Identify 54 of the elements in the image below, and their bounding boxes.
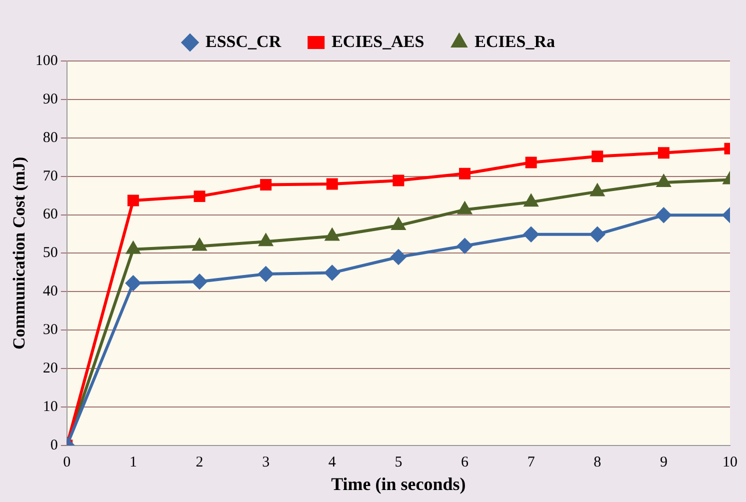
point bbox=[524, 226, 539, 242]
y-tick-label: 40 bbox=[42, 284, 58, 300]
point bbox=[326, 178, 338, 190]
x-tick-label: 6 bbox=[461, 454, 470, 470]
point bbox=[194, 190, 206, 202]
point bbox=[127, 194, 139, 206]
x-tick-label: 4 bbox=[328, 454, 336, 470]
point bbox=[259, 234, 273, 246]
x-tick-label: 0 bbox=[63, 454, 71, 470]
point bbox=[590, 226, 605, 242]
y-tick-label: 100 bbox=[35, 52, 58, 69]
x-tick-label: 2 bbox=[196, 454, 204, 470]
y-tick-label: 70 bbox=[42, 168, 58, 184]
point bbox=[525, 156, 537, 168]
y-tick-label: 20 bbox=[42, 360, 58, 376]
x-tick-label: 3 bbox=[262, 454, 270, 470]
y-tick-label: 60 bbox=[42, 206, 58, 223]
point bbox=[390, 250, 406, 265]
legend-label: ECIES_AES bbox=[332, 32, 424, 51]
x-tick-label: 7 bbox=[527, 454, 536, 470]
legend-label: ECIES_Ra bbox=[474, 32, 556, 51]
point bbox=[126, 242, 140, 254]
point bbox=[590, 184, 604, 196]
point bbox=[392, 218, 406, 230]
point bbox=[126, 276, 141, 291]
y-tick-label: 30 bbox=[42, 322, 58, 338]
point bbox=[524, 194, 538, 207]
point bbox=[457, 238, 472, 254]
point bbox=[592, 150, 604, 162]
x-tick-label: 5 bbox=[394, 454, 402, 470]
point bbox=[260, 179, 272, 191]
legend-label: ESSC_CR bbox=[206, 32, 282, 51]
point bbox=[658, 147, 670, 159]
point bbox=[258, 266, 274, 282]
point bbox=[656, 174, 670, 187]
x-tick-label: 10 bbox=[722, 454, 738, 470]
point bbox=[325, 228, 339, 241]
y-tick-label: 10 bbox=[42, 398, 58, 415]
point bbox=[458, 202, 472, 214]
point bbox=[324, 265, 340, 280]
y-tick-label: 0 bbox=[50, 437, 58, 454]
point bbox=[392, 174, 404, 186]
x-tick-label: 1 bbox=[129, 454, 137, 470]
x-tick-label: 9 bbox=[660, 454, 668, 470]
y-tick-label: 90 bbox=[42, 91, 58, 108]
point bbox=[459, 168, 471, 180]
x-axis-title: Time (in seconds) bbox=[331, 474, 466, 494]
x-tick-label: 8 bbox=[594, 454, 602, 470]
point bbox=[192, 238, 206, 251]
point bbox=[656, 208, 672, 223]
y-tick-label: 80 bbox=[42, 130, 58, 146]
y-axis-title: Communication Cost (mJ) bbox=[10, 156, 29, 350]
point bbox=[192, 274, 208, 290]
y-tick-label: 50 bbox=[42, 245, 58, 262]
